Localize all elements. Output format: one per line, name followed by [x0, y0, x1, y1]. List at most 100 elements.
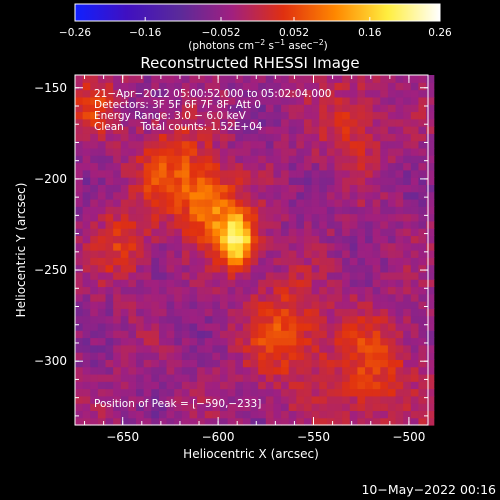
heatmap-cell — [166, 257, 175, 266]
heatmap-cell — [342, 330, 351, 339]
heatmap-cell — [128, 279, 137, 288]
heatmap-cell — [319, 177, 328, 185]
heatmap-cell — [204, 177, 213, 185]
heatmap-cell — [250, 155, 259, 164]
heatmap-cell — [105, 162, 114, 171]
heatmap-cell — [143, 147, 152, 156]
heatmap-cell — [105, 184, 114, 193]
heatmap-cell — [418, 308, 427, 317]
heatmap-cell — [227, 264, 236, 273]
heatmap-cell — [90, 279, 99, 288]
heatmap-cell — [365, 366, 374, 375]
heatmap-cell — [197, 359, 206, 368]
heatmap-cell — [273, 213, 282, 222]
heatmap-cell — [105, 250, 114, 258]
heatmap-cell — [273, 133, 282, 142]
heatmap-cell — [235, 337, 244, 346]
heatmap-cell — [281, 373, 290, 382]
heatmap-cell — [258, 257, 267, 266]
heatmap-cell — [174, 293, 183, 302]
heatmap-cell — [166, 140, 175, 149]
heatmap-cell — [303, 417, 313, 426]
heatmap-cell — [181, 104, 191, 113]
heatmap-cell — [380, 337, 389, 346]
heatmap-cell — [97, 242, 107, 251]
heatmap-cell — [105, 228, 114, 237]
heatmap-cell — [365, 352, 374, 360]
heatmap-cell — [227, 352, 236, 360]
heatmap-cell — [372, 257, 381, 266]
heatmap-cell — [265, 96, 275, 105]
heatmap-cell — [120, 206, 130, 215]
heatmap-cell — [319, 111, 328, 120]
heatmap-cell — [174, 250, 183, 258]
heatmap-cell — [311, 198, 320, 207]
heatmap-cell — [197, 177, 206, 185]
heatmap-cell — [166, 250, 175, 258]
heatmap-cell — [365, 206, 374, 215]
heatmap-cell — [258, 147, 267, 156]
heatmap-cell — [426, 118, 435, 127]
heatmap-cell — [296, 337, 305, 346]
heatmap-cell — [326, 169, 336, 178]
heatmap-cell — [258, 111, 267, 120]
heatmap-cell — [82, 373, 91, 382]
colorbar-tick-label: −0.16 — [129, 27, 161, 39]
heatmap-cell — [357, 271, 366, 280]
heatmap-cell — [220, 242, 229, 251]
heatmap-cell — [265, 271, 275, 280]
heatmap-cell — [311, 162, 320, 171]
heatmap-cell — [113, 301, 122, 309]
heatmap-cell — [166, 228, 175, 237]
heatmap-cell — [365, 250, 374, 258]
heatmap-cell — [380, 220, 389, 229]
heatmap-cell — [273, 75, 282, 83]
heatmap-cell — [242, 242, 252, 251]
heatmap-cell — [311, 308, 320, 317]
heatmap-cell — [342, 82, 351, 91]
heatmap-cell — [410, 417, 420, 426]
heatmap-cell — [311, 322, 320, 331]
heatmap-cell — [281, 286, 290, 295]
heatmap-cell — [380, 359, 389, 368]
heatmap-cell — [174, 140, 183, 149]
heatmap-cell — [227, 104, 236, 113]
heatmap-cell — [75, 198, 84, 207]
heatmap-cell — [75, 395, 84, 404]
heatmap-cell — [97, 264, 107, 273]
heatmap-cell — [174, 257, 183, 266]
heatmap-cell — [212, 315, 221, 324]
heatmap-cell — [151, 155, 160, 164]
heatmap-cell — [212, 133, 221, 142]
heatmap-cell — [97, 395, 107, 404]
heatmap-cell — [250, 147, 259, 156]
heatmap-cell — [189, 126, 198, 134]
heatmap-cell — [326, 191, 336, 200]
heatmap-cell — [410, 82, 420, 91]
heatmap-cell — [75, 184, 84, 193]
heatmap-cell — [387, 147, 397, 156]
x-tick-label: −650 — [106, 430, 139, 444]
heatmap-cell — [212, 366, 221, 375]
heatmap-cell — [166, 242, 175, 251]
heatmap-cell — [418, 271, 427, 280]
heatmap-cell — [158, 147, 168, 156]
heatmap-cell — [403, 111, 412, 120]
heatmap-cell — [90, 162, 99, 171]
heatmap-cell — [128, 322, 137, 331]
heatmap-cell — [136, 147, 145, 156]
heatmap-cell — [418, 96, 427, 105]
heatmap-cell — [136, 308, 145, 317]
heatmap-cell — [372, 82, 381, 91]
heatmap-cell — [288, 388, 297, 397]
heatmap-cell — [326, 184, 336, 193]
heatmap-cell — [242, 220, 252, 229]
heatmap-cell — [319, 155, 328, 164]
heatmap-cell — [273, 140, 282, 149]
heatmap-cell — [265, 191, 275, 200]
heatmap-cell — [357, 133, 366, 142]
heatmap-cell — [296, 264, 305, 273]
heatmap-cell — [204, 410, 213, 419]
heatmap-cell — [97, 75, 107, 83]
heatmap-cell — [281, 82, 290, 91]
